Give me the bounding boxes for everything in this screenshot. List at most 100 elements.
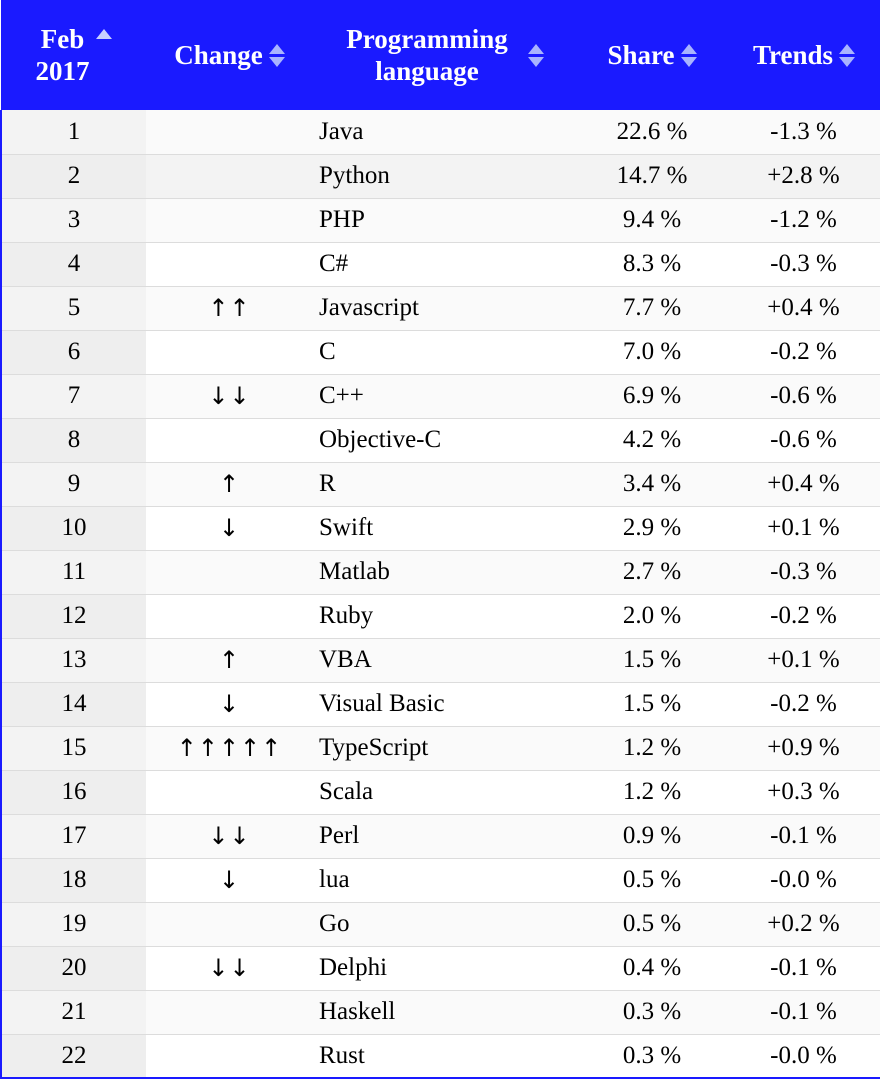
rank-cell: 6 [0, 330, 146, 375]
change-indicator [146, 990, 313, 1035]
language-cell: Ruby [313, 594, 577, 639]
share-cell: 0.5 % [577, 858, 727, 903]
change-indicator [146, 594, 313, 639]
change-indicator [146, 770, 313, 815]
change-indicator: ↑↑↑↑↑ [146, 726, 313, 771]
language-cell: TypeScript [313, 726, 577, 771]
rank-cell: 12 [0, 594, 146, 639]
table-row: 2 Python 14.7 % +2.8 % [0, 154, 880, 199]
trend-cell: +0.4 % [727, 462, 880, 507]
share-cell: 2.7 % [577, 550, 727, 595]
sort-icon[interactable] [268, 43, 285, 67]
rank-cell: 21 [0, 990, 146, 1035]
language-cell: Go [313, 902, 577, 947]
table-row: 16 Scala 1.2 % +0.3 % [0, 770, 880, 815]
language-cell: lua [313, 858, 577, 903]
trend-cell: -0.1 % [727, 814, 880, 859]
trend-cell: -0.0 % [727, 858, 880, 903]
share-cell: 1.2 % [577, 726, 727, 771]
trend-cell: +0.3 % [727, 770, 880, 815]
change-indicator: ↑↑ [146, 286, 313, 331]
change-indicator: ↓ [146, 858, 313, 903]
sort-icon[interactable] [680, 43, 697, 67]
rank-cell: 8 [0, 418, 146, 463]
table-row: 20 ↓↓ Delphi 0.4 % -0.1 % [0, 946, 880, 991]
rank-cell: 10 [0, 506, 146, 551]
trend-cell: -0.3 % [727, 550, 880, 595]
rank-cell: 2 [0, 154, 146, 199]
table-row: 11 Matlab 2.7 % -0.3 % [0, 550, 880, 595]
share-cell: 22.6 % [577, 110, 727, 155]
change-indicator: ↓↓ [146, 374, 313, 419]
rank-cell: 11 [0, 550, 146, 595]
language-cell: Haskell [313, 990, 577, 1035]
rank-cell: 1 [0, 110, 146, 155]
column-header-change[interactable]: Change [146, 0, 313, 110]
share-label: Share [607, 40, 675, 70]
change-indicator: ↓ [146, 682, 313, 727]
rank-cell: 18 [0, 858, 146, 903]
rank-cell: 17 [0, 814, 146, 859]
column-header-share[interactable]: Share [577, 0, 727, 110]
rank-cell: 3 [0, 198, 146, 243]
change-indicator [146, 242, 313, 287]
table-row: 3 PHP 9.4 % -1.2 % [0, 198, 880, 243]
trend-cell: +0.1 % [727, 638, 880, 683]
trend-cell: +0.4 % [727, 286, 880, 331]
sort-icon[interactable] [527, 43, 544, 67]
rank-cell: 22 [0, 1034, 146, 1079]
share-cell: 0.3 % [577, 1034, 727, 1079]
rank-cell: 19 [0, 902, 146, 947]
trend-cell: -0.0 % [727, 1034, 880, 1079]
trend-cell: -1.3 % [727, 110, 880, 155]
table-row: 6 C 7.0 % -0.2 % [0, 330, 880, 375]
table-row: 13 ↑ VBA 1.5 % +0.1 % [0, 638, 880, 683]
change-indicator [146, 110, 313, 155]
change-indicator [146, 1034, 313, 1079]
trend-cell: -0.1 % [727, 990, 880, 1035]
change-indicator [146, 330, 313, 375]
share-cell: 0.3 % [577, 990, 727, 1035]
table-body: 1 Java 22.6 % -1.3 % 2 Python 14.7 % +2.8 % 3 PHP… [0, 110, 880, 1079]
language-cell: Matlab [313, 550, 577, 595]
rank-cell: 5 [0, 286, 146, 331]
share-cell: 1.5 % [577, 638, 727, 683]
change-indicator [146, 198, 313, 243]
language-cell: Rust [313, 1034, 577, 1079]
column-header-trends[interactable]: Trends [727, 0, 880, 110]
language-cell: Delphi [313, 946, 577, 991]
share-cell: 8.3 % [577, 242, 727, 287]
change-indicator: ↑ [146, 638, 313, 683]
table-row: 4 C# 8.3 % -0.3 % [0, 242, 880, 287]
table-row: 1 Java 22.6 % -1.3 % [0, 110, 880, 155]
sort-ascending-icon[interactable] [95, 29, 112, 39]
column-header-rank[interactable]: Feb 2017 [1, 0, 146, 110]
rank-cell: 9 [0, 462, 146, 507]
language-cell: C [313, 330, 577, 375]
table-row: 5 ↑↑ Javascript 7.7 % +0.4 % [0, 286, 880, 331]
change-indicator [146, 418, 313, 463]
rank-cell: 15 [0, 726, 146, 771]
share-cell: 4.2 % [577, 418, 727, 463]
rank-cell: 4 [0, 242, 146, 287]
trend-cell: +0.1 % [727, 506, 880, 551]
language-cell: Objective-C [313, 418, 577, 463]
change-indicator: ↓↓ [146, 946, 313, 991]
share-cell: 7.7 % [577, 286, 727, 331]
language-cell: PHP [313, 198, 577, 243]
share-cell: 6.9 % [577, 374, 727, 419]
column-header-language[interactable]: Programming language [313, 0, 577, 110]
language-cell: Perl [313, 814, 577, 859]
language-cell: Javascript [313, 286, 577, 331]
change-indicator [146, 902, 313, 947]
language-cell: C# [313, 242, 577, 287]
table-row: 19 Go 0.5 % +0.2 % [0, 902, 880, 947]
change-indicator [146, 550, 313, 595]
trend-cell: -0.1 % [727, 946, 880, 991]
trend-cell: -0.3 % [727, 242, 880, 287]
language-label-line2: language [375, 56, 479, 86]
sort-icon[interactable] [839, 43, 856, 67]
share-cell: 0.9 % [577, 814, 727, 859]
